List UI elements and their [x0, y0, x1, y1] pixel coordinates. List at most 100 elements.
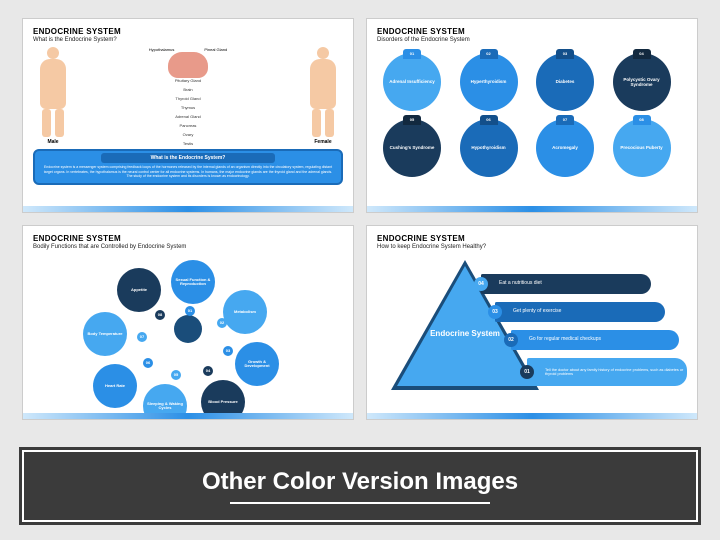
disorder-label: Acromegaly — [548, 145, 582, 150]
slide-swoosh — [367, 206, 697, 212]
petal-number: 06 — [143, 358, 153, 368]
label-ovary: Ovary — [175, 132, 201, 137]
tip-number: 02 — [504, 333, 518, 347]
disorder-circle: 06Hypothyroidism — [460, 119, 518, 177]
disorder-circle: 01Adrenal Insufficiency — [383, 53, 441, 111]
disorder-circle: 05Cushing's Syndrome — [383, 119, 441, 177]
pyramid-label: Endocrine System — [425, 330, 505, 339]
info-title: What is the Endocrine System? — [101, 153, 275, 163]
label-pancreas: Pancreas — [175, 123, 201, 128]
slide2-subtitle: Disorders of the Endocrine System — [377, 37, 687, 43]
anatomy-diagram: Male Hypothalamus Pineal Gland Pituitary… — [33, 47, 343, 147]
slide1-title: ENDOCRINE SYSTEM — [33, 27, 343, 36]
slide-swoosh — [23, 413, 353, 419]
radial-hub — [174, 315, 202, 343]
info-box: What is the Endocrine System? Endocrine … — [33, 149, 343, 185]
slide-pyramid: ENDOCRINE SYSTEM How to keep Endocrine S… — [366, 225, 698, 420]
disorder-circle: 02Hyperthyroidism — [460, 53, 518, 111]
slide-swoosh — [23, 206, 353, 212]
slide3-subtitle: Bodily Functions that are Controlled by … — [33, 244, 343, 250]
disorder-tab: 01 — [403, 49, 421, 59]
petal-label: Appetite — [128, 288, 150, 292]
disorder-tab: 06 — [480, 115, 498, 125]
radial-petal: Growth & Development — [235, 342, 279, 386]
tip-number: 04 — [474, 277, 488, 291]
tip-label: Go for regular medical checkups — [529, 337, 601, 343]
radial-petal: Metabolism — [223, 290, 267, 334]
tip-label: Tell the doctor about any family history… — [545, 368, 687, 376]
tip-label: Get plenty of exercise — [513, 309, 561, 315]
petal-number: 07 — [137, 332, 147, 342]
petal-number: 03 — [223, 346, 233, 356]
gland-labels: Pituitary Gland Brain Thyroid Gland Thym… — [175, 78, 201, 146]
male-figure: Male — [33, 47, 73, 145]
brain-icon — [168, 52, 208, 78]
disorder-circle: 03Diabetes — [536, 53, 594, 111]
disorder-tab: 03 — [556, 49, 574, 59]
info-text: Endocrine system is a messenger system c… — [43, 165, 333, 179]
label-thymus: Thymus — [175, 105, 201, 110]
disorder-tab: 04 — [633, 49, 651, 59]
pyramid-tip: 03Get plenty of exercise — [495, 302, 665, 322]
footer-banner: Other Color Version Images — [22, 450, 698, 522]
center-column: Hypothalamus Pineal Gland Pituitary Glan… — [73, 47, 303, 146]
banner-underline — [230, 502, 490, 504]
radial-petal: Heart Rate — [93, 364, 137, 408]
petal-number: 02 — [217, 318, 227, 328]
banner-title: Other Color Version Images — [202, 468, 518, 496]
male-label: Male — [33, 139, 73, 145]
slide-grid: ENDOCRINE SYSTEM What is the Endocrine S… — [0, 0, 720, 430]
petal-number: 08 — [155, 310, 165, 320]
petal-label: Sexual Function & Reproduction — [171, 278, 215, 287]
petal-label: Blood Pressure — [205, 400, 241, 404]
label-testis: Testis — [175, 141, 201, 146]
petal-number: 04 — [203, 366, 213, 376]
disorder-label: Cushing's Syndrome — [386, 145, 439, 150]
radial-petal: Appetite — [117, 268, 161, 312]
petal-label: Growth & Development — [235, 360, 279, 369]
disorder-tab: 07 — [556, 115, 574, 125]
slide-disorders: ENDOCRINE SYSTEM Disorders of the Endocr… — [366, 18, 698, 213]
slide-anatomy: ENDOCRINE SYSTEM What is the Endocrine S… — [22, 18, 354, 213]
label-hypothalamus: Hypothalamus — [149, 47, 175, 52]
slide2-title: ENDOCRINE SYSTEM — [377, 27, 687, 36]
disorder-circle: 04Polycystic Ovary Syndrome — [613, 53, 671, 111]
disorder-label: Polycystic Ovary Syndrome — [613, 77, 671, 88]
disorder-tab: 02 — [480, 49, 498, 59]
disorder-circle: 08Precocious Puberty — [613, 119, 671, 177]
petal-number: 01 — [185, 306, 195, 316]
label-pituitary: Pituitary Gland — [175, 78, 201, 83]
tip-number: 01 — [520, 365, 534, 379]
label-thyroid: Thyroid Gland — [175, 96, 201, 101]
tip-label: Eat a nutritious diet — [499, 281, 542, 287]
label-adrenal: Adrenal Gland — [175, 114, 201, 119]
label-brain: Brain — [175, 87, 201, 92]
disorder-tab: 05 — [403, 115, 421, 125]
tip-number: 03 — [488, 305, 502, 319]
female-label: Female — [303, 139, 343, 145]
disorder-tab: 08 — [633, 115, 651, 125]
petal-label: Sleeping & Waking Cycles — [143, 402, 187, 411]
petal-label: Heart Rate — [102, 384, 128, 388]
disorder-label: Hypothyroidism — [467, 145, 509, 150]
slide-swoosh — [367, 413, 697, 419]
disorder-circle: 07Acromegaly — [536, 119, 594, 177]
radial-petal: Sexual Function & Reproduction — [171, 260, 215, 304]
slide-radial: ENDOCRINE SYSTEM Bodily Functions that a… — [22, 225, 354, 420]
petal-number: 05 — [171, 370, 181, 380]
disorder-label: Adrenal Insufficiency — [385, 79, 439, 84]
disorder-label: Diabetes — [552, 79, 579, 84]
slide4-title: ENDOCRINE SYSTEM — [377, 234, 687, 243]
pyramid-tip: 04Eat a nutritious diet — [481, 274, 651, 294]
disorder-label: Precocious Puberty — [616, 145, 666, 150]
disorder-grid: 01Adrenal Insufficiency 02Hyperthyroidism… — [377, 53, 687, 177]
female-figure: Female — [303, 47, 343, 145]
slide3-title: ENDOCRINE SYSTEM — [33, 234, 343, 243]
slide4-subtitle: How to keep Endocrine System Healthy? — [377, 244, 687, 250]
pyramid-diagram: Endocrine System 04Eat a nutritious diet… — [377, 254, 687, 404]
pyramid-tip: 01Tell the doctor about any family histo… — [527, 358, 687, 386]
radial-petal: Body Temperature — [83, 312, 127, 356]
slide1-subtitle: What is the Endocrine System? — [33, 37, 343, 43]
petal-label: Metabolism — [231, 310, 259, 314]
pyramid-tip: 02Go for regular medical checkups — [511, 330, 679, 350]
